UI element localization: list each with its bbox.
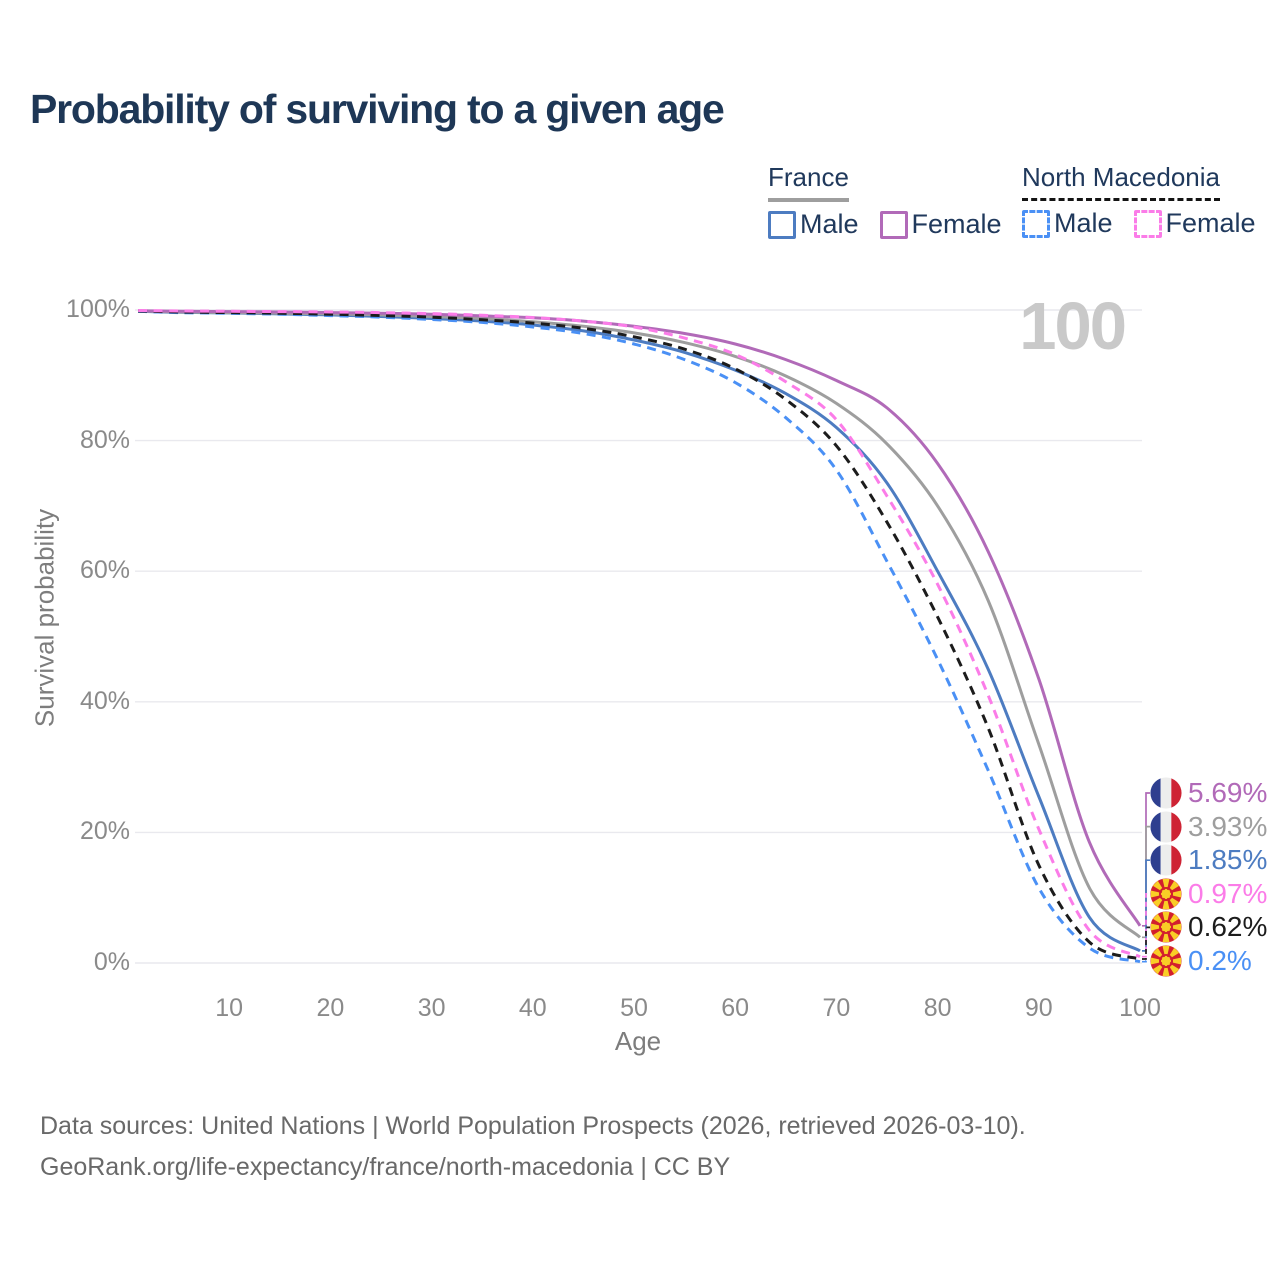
legend-item-north-macedonia-male[interactable]: Male xyxy=(1022,208,1113,239)
end-label-north-macedonia-female: 0.97% xyxy=(1188,877,1268,909)
series-line-france-male[interactable] xyxy=(138,309,1141,953)
end-label-north-macedonia-both-sexes: 0.62% xyxy=(1188,911,1268,943)
france-flag-icon xyxy=(1150,777,1182,809)
data-sources-note: Data sources: United Nations | World Pop… xyxy=(40,1106,1026,1188)
legend-label: Female xyxy=(1165,208,1256,238)
x-tick-100: 100 xyxy=(1119,994,1161,1022)
legend-item-france-male[interactable]: Male xyxy=(768,209,859,240)
legend-country-north-macedonia: North Macedonia xyxy=(1022,162,1220,201)
end-label-france-female: 5.69% xyxy=(1188,777,1268,808)
x-tick-60: 60 xyxy=(721,994,750,1022)
legend-label: Female xyxy=(911,209,1002,239)
x-tick-40: 40 xyxy=(518,994,547,1022)
france-flag-icon xyxy=(1150,844,1182,876)
north-macedonia-flag-icon xyxy=(1150,911,1182,943)
x-tick-10: 10 xyxy=(215,994,244,1022)
end-label-north-macedonia-male: 0.2% xyxy=(1188,945,1252,976)
y-tick-20: 20% xyxy=(79,817,130,846)
y-tick-80: 80% xyxy=(79,425,130,454)
leader-line-north-macedonia-both-sexes xyxy=(1142,926,1150,960)
x-axis-label: Age xyxy=(614,1026,662,1056)
series-line-france-female[interactable] xyxy=(138,309,1142,927)
x-tick-50: 50 xyxy=(620,994,648,1022)
series-line-north-macedonia-both-sexes[interactable] xyxy=(138,309,1141,961)
x-tick-20: 20 xyxy=(316,994,345,1022)
legend-item-north-macedonia-female[interactable]: Female xyxy=(1133,208,1256,239)
series-line-france-both-sexes[interactable] xyxy=(138,309,1142,939)
x-tick-80: 80 xyxy=(923,994,952,1022)
legend-label: Male xyxy=(1054,208,1113,238)
y-tick-60: 60% xyxy=(79,556,130,585)
leader-line-north-macedonia-female xyxy=(1142,892,1150,958)
data-sources-line1: Data sources: United Nations | World Pop… xyxy=(40,1112,1026,1140)
legend-swatch-france-female xyxy=(879,210,908,239)
france-flag-icon xyxy=(1150,811,1182,843)
legend-group-north-macedonia: North Macedonia Male Female xyxy=(1022,162,1277,239)
page-title: Probability of surviving to a given age xyxy=(30,86,725,132)
x-tick-90: 90 xyxy=(1024,994,1053,1022)
north-macedonia-flag-icon xyxy=(1150,945,1182,977)
legend-label: Male xyxy=(800,209,859,239)
series-line-north-macedonia-female[interactable] xyxy=(138,309,1141,959)
north-macedonia-flag-icon xyxy=(1150,878,1182,910)
legend-swatch-france-male xyxy=(768,210,796,239)
data-sources-line2: GeoRank.org/life-expectancy/france/north… xyxy=(40,1153,731,1181)
legend-swatch-north-macedonia-female xyxy=(1133,209,1162,238)
leader-line-north-macedonia-male xyxy=(1142,960,1150,963)
x-tick-70: 70 xyxy=(822,994,851,1022)
y-tick-0: 0% xyxy=(93,948,130,976)
age-counter-watermark: 100 xyxy=(1019,289,1127,364)
legend-country-france: France xyxy=(768,162,849,202)
legend-swatch-north-macedonia-male xyxy=(1022,209,1050,238)
legend-group-france: France Male Female xyxy=(768,162,1023,240)
x-tick-30: 30 xyxy=(417,994,446,1022)
series-line-north-macedonia-male[interactable] xyxy=(138,309,1141,964)
end-label-france-both-sexes: 3.93% xyxy=(1188,810,1268,842)
y-tick-100: 100% xyxy=(66,295,130,323)
end-label-france-male: 1.85% xyxy=(1188,844,1268,876)
y-tick-40: 40% xyxy=(79,686,130,715)
legend-item-france-female[interactable]: Female xyxy=(879,209,1002,240)
